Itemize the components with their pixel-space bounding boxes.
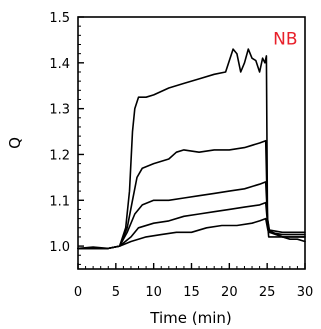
- y-tick-label: 1.4: [49, 57, 70, 72]
- ticks-layer: 0 5 10 15 20 25 30 1.0 1.1 1.2 1.3 1.4 1.5: [49, 11, 313, 300]
- y-tick-label: 1.1: [49, 194, 70, 209]
- y-tick-label: 1.2: [49, 148, 70, 163]
- y-axis-title: Q: [6, 137, 24, 149]
- y-tick-label: 1.3: [49, 103, 70, 118]
- series-line-1: [77, 48, 306, 250]
- x-tick-label: 20: [221, 285, 238, 300]
- series-line-5: [77, 217, 306, 250]
- y-tick-label: 1.5: [49, 11, 70, 26]
- x-tick-label: 0: [74, 285, 82, 300]
- series-line-4: [77, 201, 306, 250]
- annotation-nb: NB: [273, 29, 297, 49]
- series-line-2: [77, 139, 306, 250]
- x-axis-title: Time (min): [149, 309, 231, 327]
- x-tick-label: 5: [112, 285, 120, 300]
- series-layer: [77, 48, 306, 250]
- y-tick-label: 1.0: [49, 240, 70, 255]
- x-tick-label: 25: [259, 285, 276, 300]
- x-tick-label: 10: [145, 285, 162, 300]
- x-tick-label: 15: [183, 285, 200, 300]
- series-line-3: [77, 181, 306, 250]
- x-tick-label: 30: [297, 285, 314, 300]
